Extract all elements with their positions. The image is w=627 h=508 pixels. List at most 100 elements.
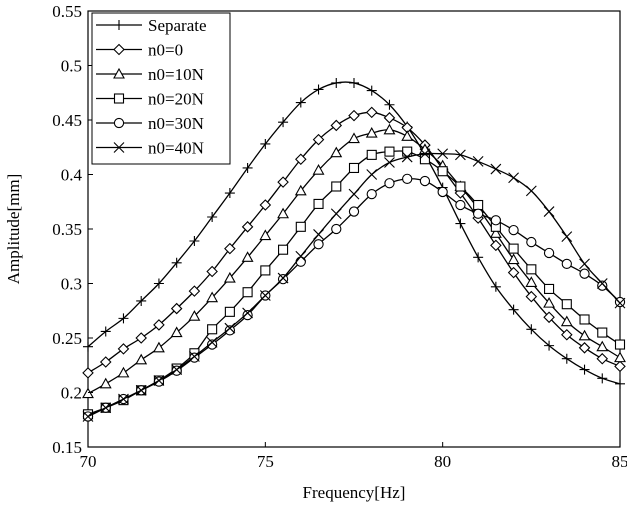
data-point-n0-40n	[437, 148, 449, 160]
data-point-n0-40n	[419, 148, 431, 160]
data-point-separate	[118, 313, 129, 324]
data-point-n0-30n	[543, 247, 555, 259]
data-point-n0-20n	[561, 299, 572, 310]
data-point-n0-40n	[242, 307, 253, 319]
legend-label: n0=30N	[148, 114, 204, 133]
data-point-n0-20n	[508, 243, 519, 254]
data-point-separate	[366, 85, 377, 96]
data-point-n0-40n	[455, 149, 466, 161]
data-point-n0-40n	[118, 393, 129, 405]
data-point-n0-30n	[384, 178, 395, 189]
legend: Separate n0=0 n0=10N n0=20N n0=30N n0=40N	[91, 12, 231, 165]
data-point-n0-10n	[507, 253, 520, 265]
series-n0-10n	[82, 123, 626, 399]
data-point-n0-10n	[223, 271, 236, 283]
y-tick-label: 0.45	[52, 111, 82, 130]
data-point-n0-0	[295, 153, 307, 166]
legend-item-n0-0: n0=0	[96, 41, 183, 60]
data-point-n0-20n	[579, 314, 590, 325]
data-point-separate	[260, 138, 271, 149]
y-tick-label: 0.2	[61, 384, 82, 403]
data-point-n0-0	[614, 360, 626, 373]
data-point-n0-40n	[366, 169, 378, 180]
data-point-n0-30n	[455, 199, 466, 211]
data-point-separate	[313, 84, 324, 95]
data-point-n0-40n	[189, 351, 200, 362]
data-point-n0-10n	[543, 296, 556, 308]
y-axis-label: Amplitude[mm]	[4, 174, 23, 284]
series-separate	[83, 77, 625, 389]
data-point-n0-40n	[153, 375, 165, 386]
data-point-n0-20n	[384, 146, 395, 157]
legend-label: Separate	[148, 16, 207, 35]
data-point-n0-40n	[543, 206, 555, 217]
data-point-n0-20n	[331, 181, 342, 192]
data-point-n0-20n	[224, 306, 235, 317]
data-point-n0-10n	[117, 366, 130, 378]
data-point-n0-30n	[437, 186, 448, 198]
data-point-separate	[508, 304, 519, 315]
x-tick-label: 75	[257, 452, 274, 471]
data-point-n0-0	[507, 266, 520, 279]
data-point-n0-10n	[596, 340, 609, 352]
data-point-n0-40n	[472, 156, 484, 167]
data-point-n0-10n	[525, 276, 538, 287]
data-point-n0-30n	[490, 215, 502, 226]
data-point-n0-40n	[596, 278, 608, 289]
data-point-n0-10n	[188, 310, 201, 321]
legend-item-n0-10n: n0=10N	[96, 65, 204, 84]
series-layer	[82, 77, 626, 422]
data-point-n0-40n	[171, 364, 183, 375]
data-point-separate	[473, 252, 484, 263]
data-point-n0-40n	[313, 229, 324, 240]
data-point-n0-0	[135, 332, 147, 344]
legend-label: n0=0	[148, 41, 183, 60]
x-axis-label: Frequency[Hz]	[303, 483, 406, 502]
data-point-n0-40n	[384, 157, 395, 168]
data-point-separate	[100, 326, 111, 337]
legend-box	[91, 12, 231, 165]
data-point-n0-40n	[295, 250, 307, 262]
data-point-separate	[295, 97, 306, 108]
data-point-n0-20n	[455, 181, 466, 192]
data-point-n0-20n	[295, 221, 306, 232]
y-tick-label: 0.5	[61, 57, 82, 76]
data-point-n0-10n	[365, 126, 378, 138]
data-point-n0-20n	[278, 244, 289, 255]
y-tick-label: 0.55	[52, 2, 82, 21]
data-point-n0-40n	[525, 185, 537, 197]
data-point-separate	[490, 281, 501, 292]
legend-label: n0=40N	[148, 139, 204, 158]
data-point-n0-40n	[135, 384, 147, 396]
data-point-n0-10n	[489, 227, 502, 238]
data-point-n0-10n	[614, 351, 626, 363]
data-point-n0-30n	[224, 325, 236, 336]
data-point-n0-30n	[561, 258, 572, 270]
data-point-separate	[526, 324, 537, 335]
series-n0-30n	[82, 173, 626, 422]
legend-marker	[114, 20, 124, 30]
x-tick-label: 85	[612, 452, 627, 471]
data-point-n0-30n	[579, 268, 590, 279]
data-point-n0-40n	[561, 231, 573, 243]
legend-item-n0-30n: n0=30N	[96, 114, 204, 133]
x-tick-label: 80	[434, 452, 451, 471]
data-point-n0-0	[224, 242, 236, 255]
data-point-n0-30n	[295, 256, 306, 267]
y-tick-label: 0.4	[61, 166, 83, 185]
data-point-n0-30n	[597, 280, 608, 291]
data-point-separate	[83, 341, 93, 352]
data-point-n0-0	[330, 119, 343, 132]
data-point-n0-0	[99, 356, 112, 368]
data-point-n0-10n	[277, 207, 290, 219]
data-point-separate	[331, 77, 342, 88]
data-point-n0-0	[365, 106, 378, 119]
data-point-n0-0	[241, 221, 254, 233]
data-point-n0-20n	[260, 265, 271, 276]
data-point-n0-40n	[348, 188, 360, 200]
data-point-separate	[349, 77, 359, 88]
data-point-n0-40n	[614, 297, 626, 309]
data-point-n0-40n	[100, 402, 112, 414]
data-point-n0-0	[82, 367, 94, 379]
data-point-separate	[242, 162, 253, 173]
